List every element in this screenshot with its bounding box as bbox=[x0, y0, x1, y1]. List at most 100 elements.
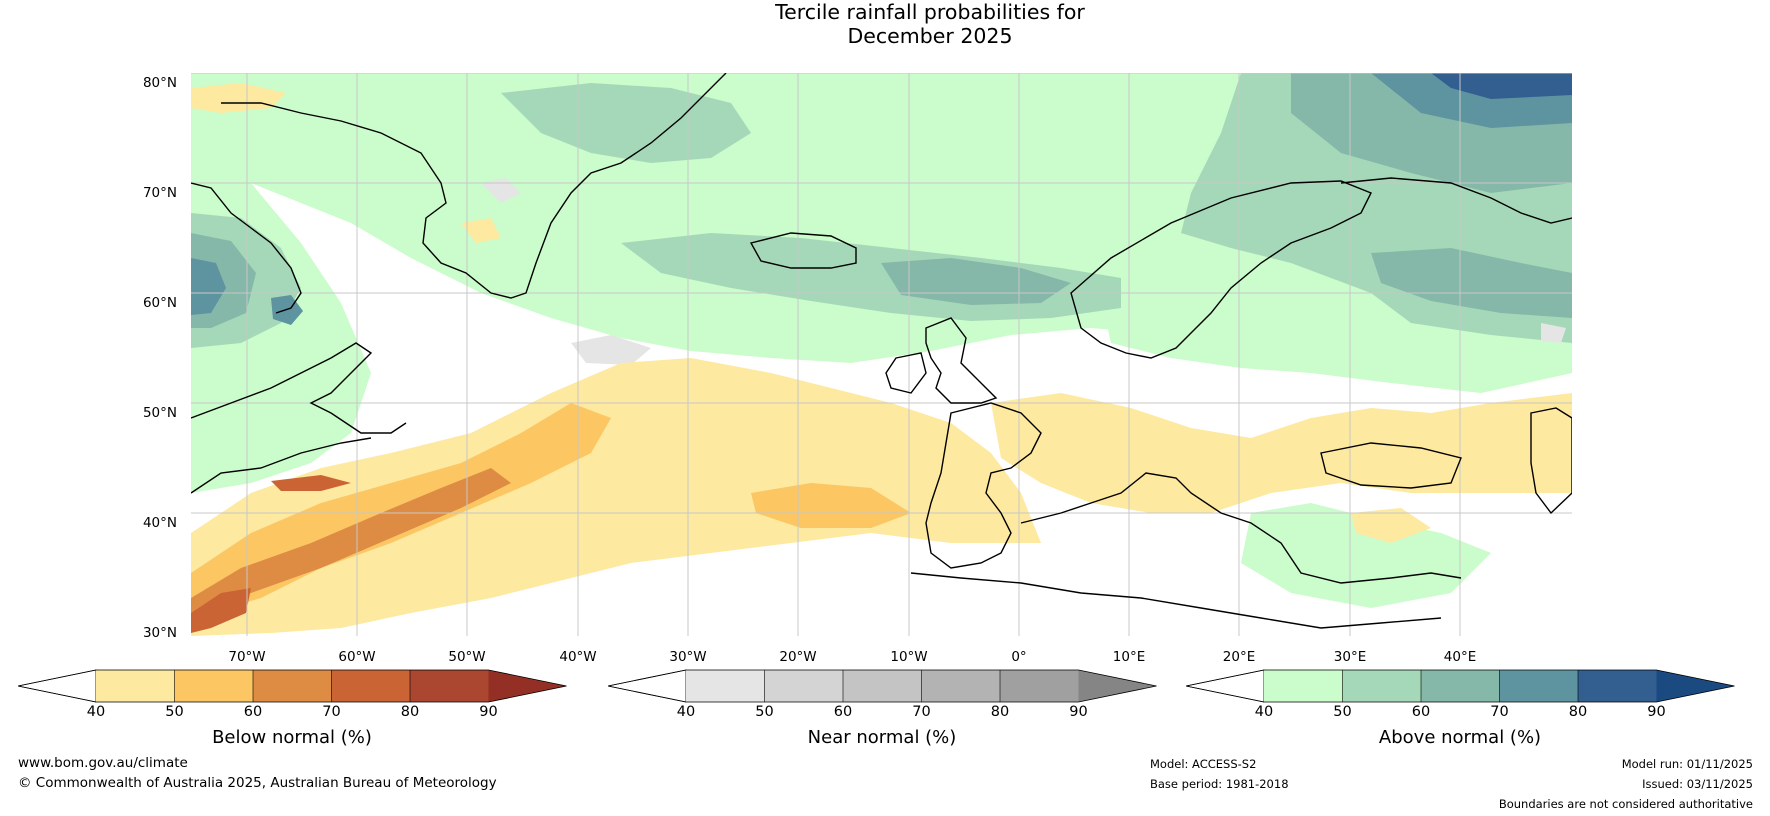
below-band-atlantic-subtropical bbox=[191, 358, 1041, 636]
footer-base-period: Base period: 1981-2018 bbox=[1150, 777, 1289, 791]
coastline-iceland bbox=[749, 232, 857, 269]
colorbar-above-segment bbox=[1499, 670, 1578, 702]
below-band-atlantic-streak bbox=[271, 475, 351, 491]
footer-website: www.bom.gov.au/climate bbox=[18, 755, 188, 771]
coastline-caspian bbox=[1530, 407, 1572, 515]
colorbar-below-tick-label: 80 bbox=[400, 704, 420, 720]
colorbar-below-extend-low bbox=[18, 669, 97, 703]
colorbar-above-extend-low bbox=[1186, 669, 1265, 703]
coastline-britain bbox=[925, 317, 998, 404]
colorbar-near-title: Near normal (%) bbox=[807, 727, 957, 748]
lon-label-30w: 30°W bbox=[669, 649, 707, 665]
lat-label-70n: 70°N bbox=[142, 185, 177, 201]
colorbar-near-extend-high bbox=[1078, 670, 1157, 702]
above-band-scandinavia bbox=[1091, 243, 1572, 393]
lon-label-40e: 40°E bbox=[1443, 649, 1477, 665]
above-band-labrador-deep bbox=[191, 258, 226, 315]
colorbar-below-extend-high bbox=[488, 670, 567, 702]
footer-issued: Issued: 03/11/2025 bbox=[1642, 777, 1753, 791]
colorbar-below-segment bbox=[174, 670, 253, 702]
lat-label-50n: 50°N bbox=[142, 405, 177, 421]
lat-label-40n: 40°N bbox=[142, 515, 177, 531]
below-band-iberia-offshore bbox=[751, 483, 911, 528]
colorbar-below-tick-label: 70 bbox=[322, 704, 341, 720]
coastline-black-sea bbox=[1320, 442, 1462, 489]
colorbar-near-tick-label: 40 bbox=[676, 704, 696, 720]
footer-model: Model: ACCESS-S2 bbox=[1150, 757, 1257, 771]
colorbar-above-tick-label: 60 bbox=[1411, 704, 1431, 720]
colorbar-near-segment bbox=[1000, 670, 1079, 702]
near-band-greenland bbox=[481, 178, 521, 203]
colorbar-near-tick-label: 70 bbox=[912, 704, 931, 720]
colorbar-near-outline bbox=[608, 669, 1157, 703]
lat-label-80n: 80°N bbox=[142, 75, 177, 91]
footer-disclaimer: Boundaries are not considered authoritat… bbox=[1498, 797, 1753, 811]
lon-label-30e: 30°E bbox=[1333, 649, 1367, 665]
lon-label-20w: 20°W bbox=[779, 649, 817, 665]
near-band-eastern-europe bbox=[1541, 323, 1566, 343]
colorbar-below-tick-label: 50 bbox=[165, 704, 184, 720]
lon-label-40w: 40°W bbox=[559, 649, 597, 665]
colorbar-below-segment bbox=[331, 670, 410, 702]
lon-label-0: 0° bbox=[1011, 649, 1027, 665]
footer-model-run: Model run: 01/11/2025 bbox=[1621, 757, 1753, 771]
colorbar-below-segment bbox=[253, 670, 332, 702]
colorbar-near-segment bbox=[843, 670, 922, 702]
lon-label-60w: 60°W bbox=[338, 649, 376, 665]
map-title-line2: December 2025 bbox=[847, 24, 1013, 48]
coastline-europe-west bbox=[925, 402, 1042, 569]
colorbar-above-extend-high bbox=[1656, 670, 1735, 702]
colorbar-above-tick-label: 90 bbox=[1647, 704, 1666, 720]
above-band-arctic-max bbox=[1431, 73, 1572, 99]
colorbar-above-normal bbox=[1186, 669, 1735, 703]
colorbar-near-extend-low bbox=[608, 669, 687, 703]
colorbar-below-outline bbox=[18, 669, 567, 703]
lon-label-10e: 10°E bbox=[1112, 649, 1146, 665]
colorbar-near-tick-label: 60 bbox=[833, 704, 853, 720]
lat-label-60n: 60°N bbox=[142, 295, 177, 311]
colorbar-near-normal bbox=[608, 669, 1157, 703]
colorbar-above-segment bbox=[1421, 670, 1500, 702]
colorbar-near-tick-label: 90 bbox=[1069, 704, 1088, 720]
colorbar-near-segment bbox=[764, 670, 843, 702]
coastline-ireland bbox=[885, 352, 927, 394]
colorbar-above-tick-label: 80 bbox=[1568, 704, 1588, 720]
below-band-atlantic-deep bbox=[191, 468, 511, 613]
lon-label-70w: 70°W bbox=[228, 649, 266, 665]
coastlines bbox=[191, 73, 1572, 629]
coastline-scandinavia bbox=[1070, 180, 1372, 359]
colorbar-below-normal bbox=[18, 669, 567, 703]
colorbar-near-segment bbox=[686, 670, 765, 702]
coastline-greenland bbox=[221, 73, 727, 299]
colorbar-below-tick-label: 60 bbox=[243, 704, 263, 720]
coastline-labrador bbox=[191, 342, 407, 434]
colorbar-above-outline bbox=[1186, 669, 1735, 703]
colorbar-below-tick-label: 40 bbox=[86, 704, 106, 720]
lon-label-10w: 10°W bbox=[890, 649, 928, 665]
below-band-greenland-north bbox=[191, 83, 286, 113]
below-band-eastern-med bbox=[1351, 508, 1431, 543]
coastline-north-america bbox=[191, 437, 372, 494]
colorbar-above-tick-label: 70 bbox=[1490, 704, 1509, 720]
lon-label-20e: 20°E bbox=[1222, 649, 1256, 665]
probability-map bbox=[191, 73, 1572, 636]
colorbar-above-segment bbox=[1264, 670, 1343, 702]
colorbar-near-tick-label: 80 bbox=[990, 704, 1010, 720]
below-normal-regions bbox=[191, 83, 1572, 636]
colorbar-below-segment bbox=[410, 670, 489, 702]
map-title: Tercile rainfall probabilities for Decem… bbox=[0, 0, 1770, 48]
coastline-baffin bbox=[191, 182, 302, 314]
footer-copyright: © Commonwealth of Australia 2025, Austra… bbox=[18, 775, 497, 791]
coastline-arctic-russia bbox=[1340, 177, 1572, 224]
below-band-greenland-south bbox=[461, 218, 501, 243]
lat-label-30n: 30°N bbox=[142, 625, 177, 641]
near-band-atlantic bbox=[571, 335, 651, 365]
coastline-mediterranean bbox=[1020, 472, 1462, 584]
colorbar-above-tick-label: 40 bbox=[1254, 704, 1274, 720]
lon-label-50w: 50°W bbox=[448, 649, 486, 665]
colorbar-below-tick-label: 90 bbox=[479, 704, 498, 720]
colorbar-above-segment bbox=[1342, 670, 1421, 702]
above-band-eurasia-south bbox=[1241, 503, 1491, 608]
below-band-mediterranean bbox=[991, 393, 1572, 513]
above-normal-regions bbox=[191, 73, 1572, 608]
